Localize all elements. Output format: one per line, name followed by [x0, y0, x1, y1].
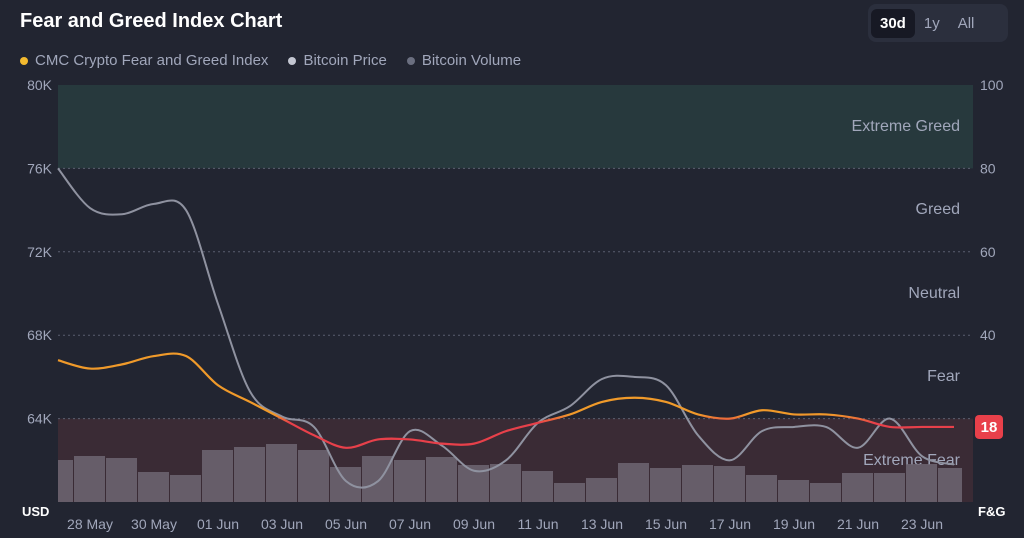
zone-label: Fear: [927, 368, 961, 385]
x-tick: 03 Jun: [261, 516, 303, 532]
volume-bar: [586, 478, 617, 502]
zone-label: Neutral: [908, 285, 960, 302]
range-tab-1y[interactable]: 1y: [923, 14, 940, 32]
legend-item-volume[interactable]: Bitcoin Volume: [406, 52, 522, 69]
range-selector: 30d 1y All: [868, 4, 1008, 42]
bitcoin-price-line: [57, 167, 955, 489]
legend-item-price[interactable]: Bitcoin Price: [288, 52, 387, 69]
volume-bar: [170, 475, 201, 502]
legend-dot-fng: [20, 56, 28, 65]
legend-label-price: Bitcoin Price: [303, 52, 387, 69]
x-tick: 17 Jun: [709, 516, 751, 532]
volume-bar: [778, 480, 809, 502]
range-tab-30d[interactable]: 30d: [871, 8, 915, 38]
y-tick-left: 68K: [27, 327, 53, 343]
y-tick-left: 72K: [27, 244, 53, 260]
chart-legend: CMC Crypto Fear and Greed Index Bitcoin …: [20, 52, 521, 69]
fear-greed-line: [57, 352, 954, 449]
x-tick: 13 Jun: [581, 516, 623, 532]
legend-item-fng[interactable]: CMC Crypto Fear and Greed Index: [20, 52, 268, 69]
volume-bar: [426, 457, 457, 502]
zone-band-0: [58, 85, 973, 169]
x-tick: 21 Jun: [837, 516, 879, 532]
legend-label-volume: Bitcoin Volume: [421, 52, 522, 69]
legend-label-fng: CMC Crypto Fear and Greed Index: [35, 52, 269, 69]
y-tick-right: 60: [980, 244, 996, 260]
volume-bar: [938, 468, 962, 502]
volume-bar: [714, 466, 745, 502]
volume-bar: [618, 463, 649, 502]
volume-bar: [490, 464, 521, 502]
y-tick-left: 76K: [27, 160, 53, 176]
range-tab-all[interactable]: All: [957, 14, 975, 32]
volume-bar: [138, 472, 169, 502]
x-tick: 07 Jun: [389, 516, 431, 532]
x-tick: 09 Jun: [453, 516, 495, 532]
current-value-label: 18: [981, 419, 998, 436]
zone-label: Greed: [916, 201, 960, 218]
volume-bar: [906, 464, 937, 502]
volume-bar: [74, 456, 105, 502]
y-tick-right: 40: [980, 327, 996, 343]
x-tick: 05 Jun: [325, 516, 367, 532]
legend-dot-volume: [406, 56, 415, 65]
x-tick: 23 Jun: [901, 516, 943, 532]
x-tick: 11 Jun: [518, 516, 559, 532]
volume-bar: [202, 450, 233, 502]
current-value-badge: [975, 414, 1003, 439]
volume-bar: [330, 467, 361, 502]
volume-bar: [266, 444, 297, 502]
volume-bar: [842, 473, 873, 502]
volume-bar: [682, 465, 713, 502]
volume-bar: [522, 471, 553, 502]
volume-bar: [106, 458, 137, 502]
chart-title: Fear and Greed Index Chart: [20, 10, 283, 32]
volume-bar: [554, 483, 585, 502]
y-tick-left: 80K: [27, 77, 53, 93]
zone-label: Extreme Greed: [852, 118, 960, 135]
y-tick-right: 80: [980, 160, 996, 176]
x-tick: 28 May: [67, 516, 113, 532]
x-tick: 01 Jun: [197, 516, 239, 532]
y-tick-right: 100: [980, 77, 1004, 93]
volume-bar: [810, 483, 841, 502]
y-axis-left-unit: USD: [22, 504, 49, 519]
volume-bar: [362, 456, 393, 502]
y-axis-right-unit: F&G: [978, 504, 1005, 519]
volume-bar: [874, 473, 905, 502]
legend-dot-price: [288, 56, 297, 65]
volume-bar: [298, 450, 329, 502]
volume-bar: [650, 468, 681, 502]
x-tick: 19 Jun: [773, 516, 815, 532]
y-tick-left: 64K: [27, 411, 53, 427]
x-tick: 15 Jun: [645, 516, 687, 532]
x-tick: 30 May: [131, 516, 177, 532]
volume-bar: [394, 460, 425, 502]
volume-bar: [746, 475, 777, 502]
volume-bar: [234, 447, 265, 502]
volume-bar: [58, 460, 73, 502]
